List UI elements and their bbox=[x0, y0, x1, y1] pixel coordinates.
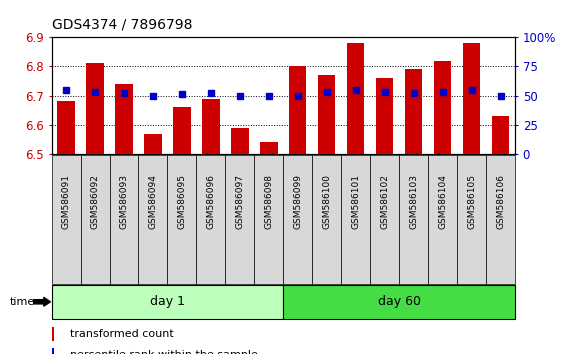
Bar bbox=[116, 84, 133, 154]
Bar bbox=[109, 155, 139, 284]
Text: GSM586093: GSM586093 bbox=[119, 174, 128, 229]
Bar bbox=[52, 285, 283, 319]
Bar bbox=[376, 78, 393, 154]
Bar bbox=[486, 155, 515, 284]
Bar bbox=[144, 133, 162, 154]
Text: GSM586104: GSM586104 bbox=[438, 174, 447, 229]
Bar bbox=[196, 155, 226, 284]
Text: GSM586103: GSM586103 bbox=[409, 174, 418, 229]
Bar bbox=[283, 285, 515, 319]
Bar bbox=[86, 63, 104, 154]
Text: GSM586101: GSM586101 bbox=[351, 174, 360, 229]
Text: day 60: day 60 bbox=[378, 295, 421, 308]
Text: GSM586102: GSM586102 bbox=[380, 174, 389, 229]
Bar bbox=[57, 102, 75, 154]
Bar bbox=[283, 155, 312, 284]
Text: GSM586098: GSM586098 bbox=[264, 174, 273, 229]
Bar bbox=[52, 327, 54, 342]
Bar bbox=[139, 155, 167, 284]
Text: percentile rank within the sample: percentile rank within the sample bbox=[70, 350, 258, 354]
Bar bbox=[405, 69, 422, 154]
Text: GSM586092: GSM586092 bbox=[90, 174, 99, 229]
Bar bbox=[254, 155, 283, 284]
Bar bbox=[399, 155, 428, 284]
Text: time: time bbox=[10, 297, 35, 307]
Text: GSM586100: GSM586100 bbox=[322, 174, 331, 229]
Bar bbox=[434, 61, 451, 154]
Bar bbox=[492, 116, 509, 154]
Bar bbox=[81, 155, 109, 284]
Bar bbox=[370, 155, 399, 284]
Bar bbox=[457, 155, 486, 284]
Bar bbox=[289, 67, 306, 154]
Text: GSM586106: GSM586106 bbox=[496, 174, 505, 229]
Bar bbox=[52, 155, 81, 284]
Text: GDS4374 / 7896798: GDS4374 / 7896798 bbox=[52, 18, 192, 32]
Bar bbox=[260, 142, 278, 154]
Bar bbox=[341, 155, 370, 284]
Text: GSM586105: GSM586105 bbox=[467, 174, 476, 229]
Text: GSM586096: GSM586096 bbox=[206, 174, 215, 229]
Bar bbox=[312, 155, 341, 284]
Bar bbox=[52, 348, 54, 354]
Text: GSM586094: GSM586094 bbox=[149, 174, 158, 229]
Text: GSM586097: GSM586097 bbox=[236, 174, 245, 229]
Text: GSM586091: GSM586091 bbox=[62, 174, 71, 229]
Bar bbox=[347, 43, 365, 154]
Bar bbox=[318, 75, 335, 154]
Bar bbox=[202, 98, 219, 154]
Text: day 1: day 1 bbox=[150, 295, 185, 308]
Bar bbox=[226, 155, 254, 284]
Bar bbox=[167, 155, 196, 284]
Bar bbox=[173, 107, 191, 154]
Bar bbox=[463, 43, 480, 154]
Text: GSM586095: GSM586095 bbox=[177, 174, 186, 229]
Bar bbox=[428, 155, 457, 284]
Text: transformed count: transformed count bbox=[70, 329, 174, 339]
Bar bbox=[231, 128, 249, 154]
Text: GSM586099: GSM586099 bbox=[293, 174, 302, 229]
